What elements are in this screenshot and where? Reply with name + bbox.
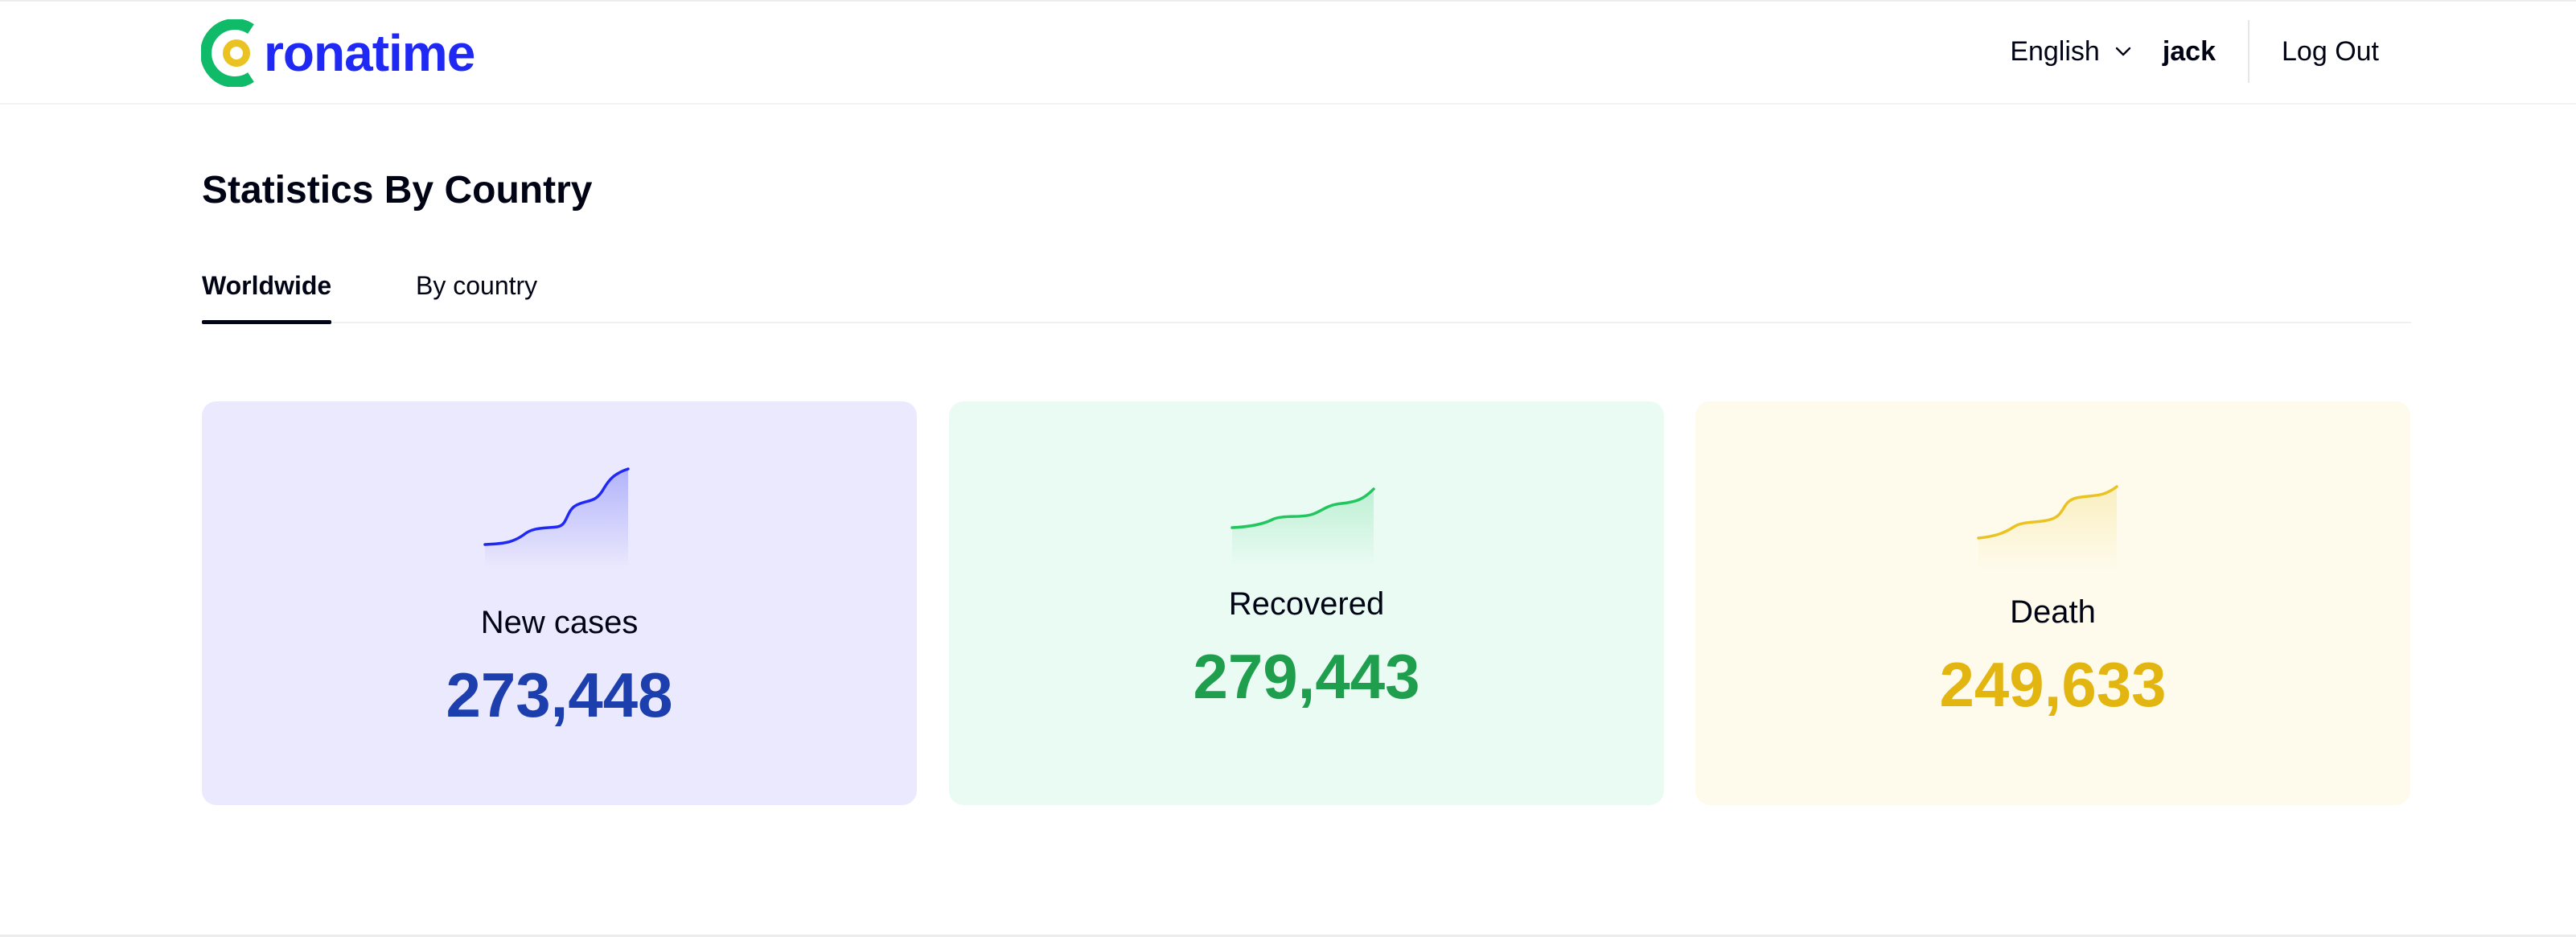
- stat-card-death: Death 249,633: [1695, 401, 2410, 805]
- stat-value: 249,633: [1939, 649, 2167, 720]
- stat-card-recovered: Recovered 279,443: [949, 401, 1664, 805]
- trend-chart-icon: [1977, 485, 2118, 570]
- stat-label: New cases: [480, 605, 639, 640]
- language-value: English: [2010, 35, 2100, 67]
- header-actions: English jack Log Out: [2010, 2, 2379, 101]
- page-title: Statistics By Country: [202, 169, 593, 212]
- stat-label: Recovered: [1228, 586, 1385, 622]
- logo-c-icon: [201, 19, 254, 87]
- stat-value: 273,448: [446, 660, 673, 730]
- top-header: ronatime English jack Log Out: [0, 2, 2576, 105]
- stat-label: Death: [2010, 594, 2096, 630]
- trend-chart-icon: [483, 467, 630, 569]
- stat-value: 279,443: [1193, 641, 1420, 712]
- stat-card-new-cases: New cases 273,448: [202, 401, 917, 805]
- tab-worldwide[interactable]: Worldwide: [202, 265, 332, 324]
- language-select[interactable]: English: [2010, 36, 2134, 68]
- logo-text: ronatime: [264, 24, 475, 82]
- trend-chart-icon: [1230, 487, 1375, 565]
- coronatime-logo[interactable]: ronatime: [201, 19, 475, 87]
- header-divider: [2248, 20, 2250, 83]
- logout-button[interactable]: Log Out: [2282, 35, 2379, 67]
- tab-by-country[interactable]: By country: [416, 271, 538, 300]
- chevron-down-icon: [2115, 47, 2131, 56]
- tab-bar: Worldwide By country: [202, 257, 2411, 324]
- username: jack: [2162, 35, 2217, 67]
